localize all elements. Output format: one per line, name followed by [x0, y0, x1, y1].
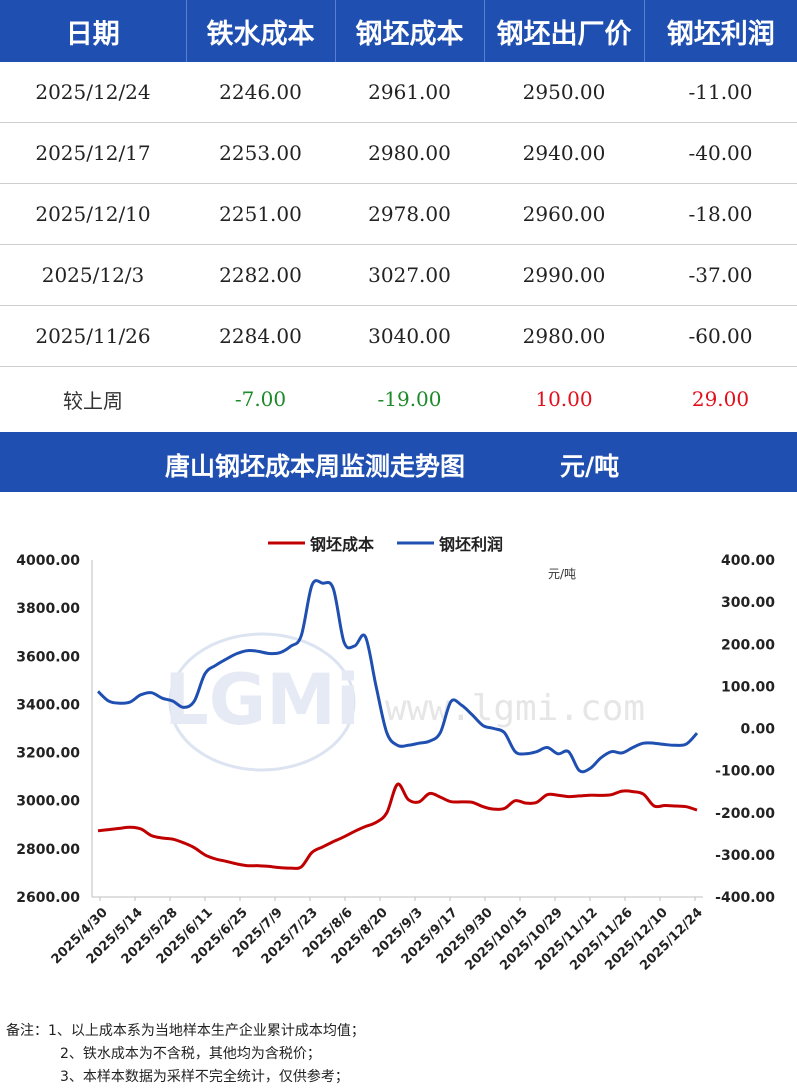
cell-iron-cost: 2251.00: [186, 183, 335, 245]
chart-legend: 钢坯成本 钢坯利润: [268, 535, 503, 554]
y-left-tick-label: 4000.00: [16, 553, 80, 569]
cell-iron-cost: 2246.00: [186, 62, 335, 123]
chart-title: 唐山钢坯成本周监测走势图: [165, 452, 466, 481]
cell-iron-cost: 2282.00: [186, 244, 335, 306]
summary-row: 较上周 -7.00 -19.00 10.00 29.00: [0, 367, 797, 432]
series-line-billet-profit: [96, 579, 699, 774]
y-right-tick-label: 400.00: [721, 553, 775, 569]
note-1: 备注：1、以上成本系为当地样本生产企业累计成本均值；: [6, 1023, 365, 1039]
chart-banner: 唐山钢坯成本周监测走势图 元/吨: [0, 432, 797, 492]
cell-billet-cost: 3027.00: [335, 244, 484, 306]
y-left-tick-label: 2800.00: [16, 842, 80, 858]
cell-billet-price: 2950.00: [484, 62, 644, 123]
chart-unit: 元/吨: [560, 452, 620, 481]
note-3: 3、本样本数据为采样不完全统计，仅供参考；: [60, 1069, 349, 1085]
summary-billet-profit-change: 29.00: [691, 387, 750, 411]
cell-iron-cost: 2253.00: [186, 122, 335, 184]
cell-billet-price: 2980.00: [484, 305, 644, 367]
cell-date: 2025/12/24: [0, 62, 186, 123]
cell-billet-cost: 3040.00: [335, 305, 484, 367]
cell-billet-cost: 2961.00: [335, 62, 484, 123]
y-left-tick-label: 3600.00: [16, 649, 80, 665]
summary-label: 较上周: [63, 388, 123, 413]
y-right-tick-label: 300.00: [721, 595, 775, 611]
cell-billet-profit: -37.00: [644, 244, 797, 306]
cell-billet-price: 2960.00: [484, 183, 644, 245]
y-left-tick-label: 3400.00: [16, 697, 80, 713]
y-left-tick-label: 3200.00: [16, 746, 80, 762]
cell-date: 2025/12/3: [0, 244, 186, 306]
y-left-tick-label: 3000.00: [16, 794, 80, 810]
y-left-tick-label: 2600.00: [16, 890, 80, 906]
y-right-tick-label: 100.00: [721, 679, 775, 695]
header-iron-cost: 铁水成本: [185, 0, 335, 62]
chart-series: [96, 579, 699, 870]
summary-billet-cost-change: -19.00: [377, 387, 442, 411]
watermark-url: www.lgmi.com: [385, 688, 645, 729]
cell-billet-profit: -60.00: [644, 305, 797, 367]
series-line-billet-cost: [97, 782, 698, 870]
table-row: 2025/12/3 2282.00 3027.00 2990.00 -37.00: [0, 244, 797, 306]
x-tick-label: 2025/12/24: [637, 905, 705, 973]
cell-billet-profit: -40.00: [644, 122, 797, 184]
cell-billet-profit: -18.00: [644, 183, 797, 245]
cell-billet-cost: 2980.00: [335, 122, 484, 184]
cell-iron-cost: 2284.00: [186, 305, 335, 367]
y-right-tick-label: -100.00: [715, 764, 775, 780]
legend-label-cost: 钢坯成本: [310, 535, 374, 554]
y-right-tick-label: -300.00: [715, 848, 775, 864]
cell-billet-profit: -11.00: [644, 62, 797, 123]
table-row: 2025/12/24 2246.00 2961.00 2950.00 -11.0…: [0, 62, 797, 123]
legend-label-profit: 钢坯利润: [439, 535, 503, 554]
summary-billet-price-change: 10.00: [535, 387, 593, 411]
cell-billet-price: 2940.00: [484, 122, 644, 184]
table-row: 2025/12/17 2253.00 2980.00 2940.00 -40.0…: [0, 122, 797, 184]
note-2: 2、铁水成本为不含税，其他均为含税价；: [60, 1046, 321, 1062]
table-row: 2025/11/26 2284.00 3040.00 2980.00 -60.0…: [0, 305, 797, 367]
summary-iron-cost-change: -7.00: [234, 387, 287, 411]
table-row: 2025/12/10 2251.00 2978.00 2960.00 -18.0…: [0, 183, 797, 245]
y-right-tick-label: 200.00: [721, 637, 775, 653]
y-right-tick-label: 0.00: [740, 722, 775, 738]
chart-axes: 2600.00 2800.00 3000.00 3200.00 3400.00 3600.…: [16, 553, 775, 974]
watermark: LGMi www.lgmi.com: [164, 632, 645, 772]
notes: 备注：1、以上成本系为当地样本生产企业累计成本均值； 2、铁水成本为不含税，其他…: [6, 1020, 365, 1089]
cell-date: 2025/12/17: [0, 122, 186, 184]
cell-billet-cost: 2978.00: [335, 183, 484, 245]
chart-unit-label: 元/吨: [548, 567, 576, 581]
cell-date: 2025/12/10: [0, 183, 186, 245]
cell-date: 2025/11/26: [0, 305, 186, 367]
cell-billet-price: 2990.00: [484, 244, 644, 306]
watermark-logo: LGMi: [164, 659, 360, 741]
header-date: 日期: [0, 0, 186, 62]
y-right-tick-label: -400.00: [715, 890, 775, 906]
header-billet-cost: 钢坯成本: [334, 0, 484, 62]
header-billet-profit: 钢坯利润: [643, 0, 797, 62]
billet-chart: LGMi www.lgmi.com 2600.00 2800.00 3000.00 3…: [16, 535, 775, 974]
table-header-row: 日期 铁水成本 钢坯成本 钢坯出厂价 钢坯利润: [0, 0, 797, 62]
header-billet-price: 钢坯出厂价: [483, 0, 644, 62]
cost-table: 日期 铁水成本 钢坯成本 钢坯出厂价 钢坯利润 2025/12/24 2246.…: [0, 0, 797, 431]
y-left-tick-label: 3800.00: [16, 601, 80, 617]
y-right-tick-label: -200.00: [715, 806, 775, 822]
